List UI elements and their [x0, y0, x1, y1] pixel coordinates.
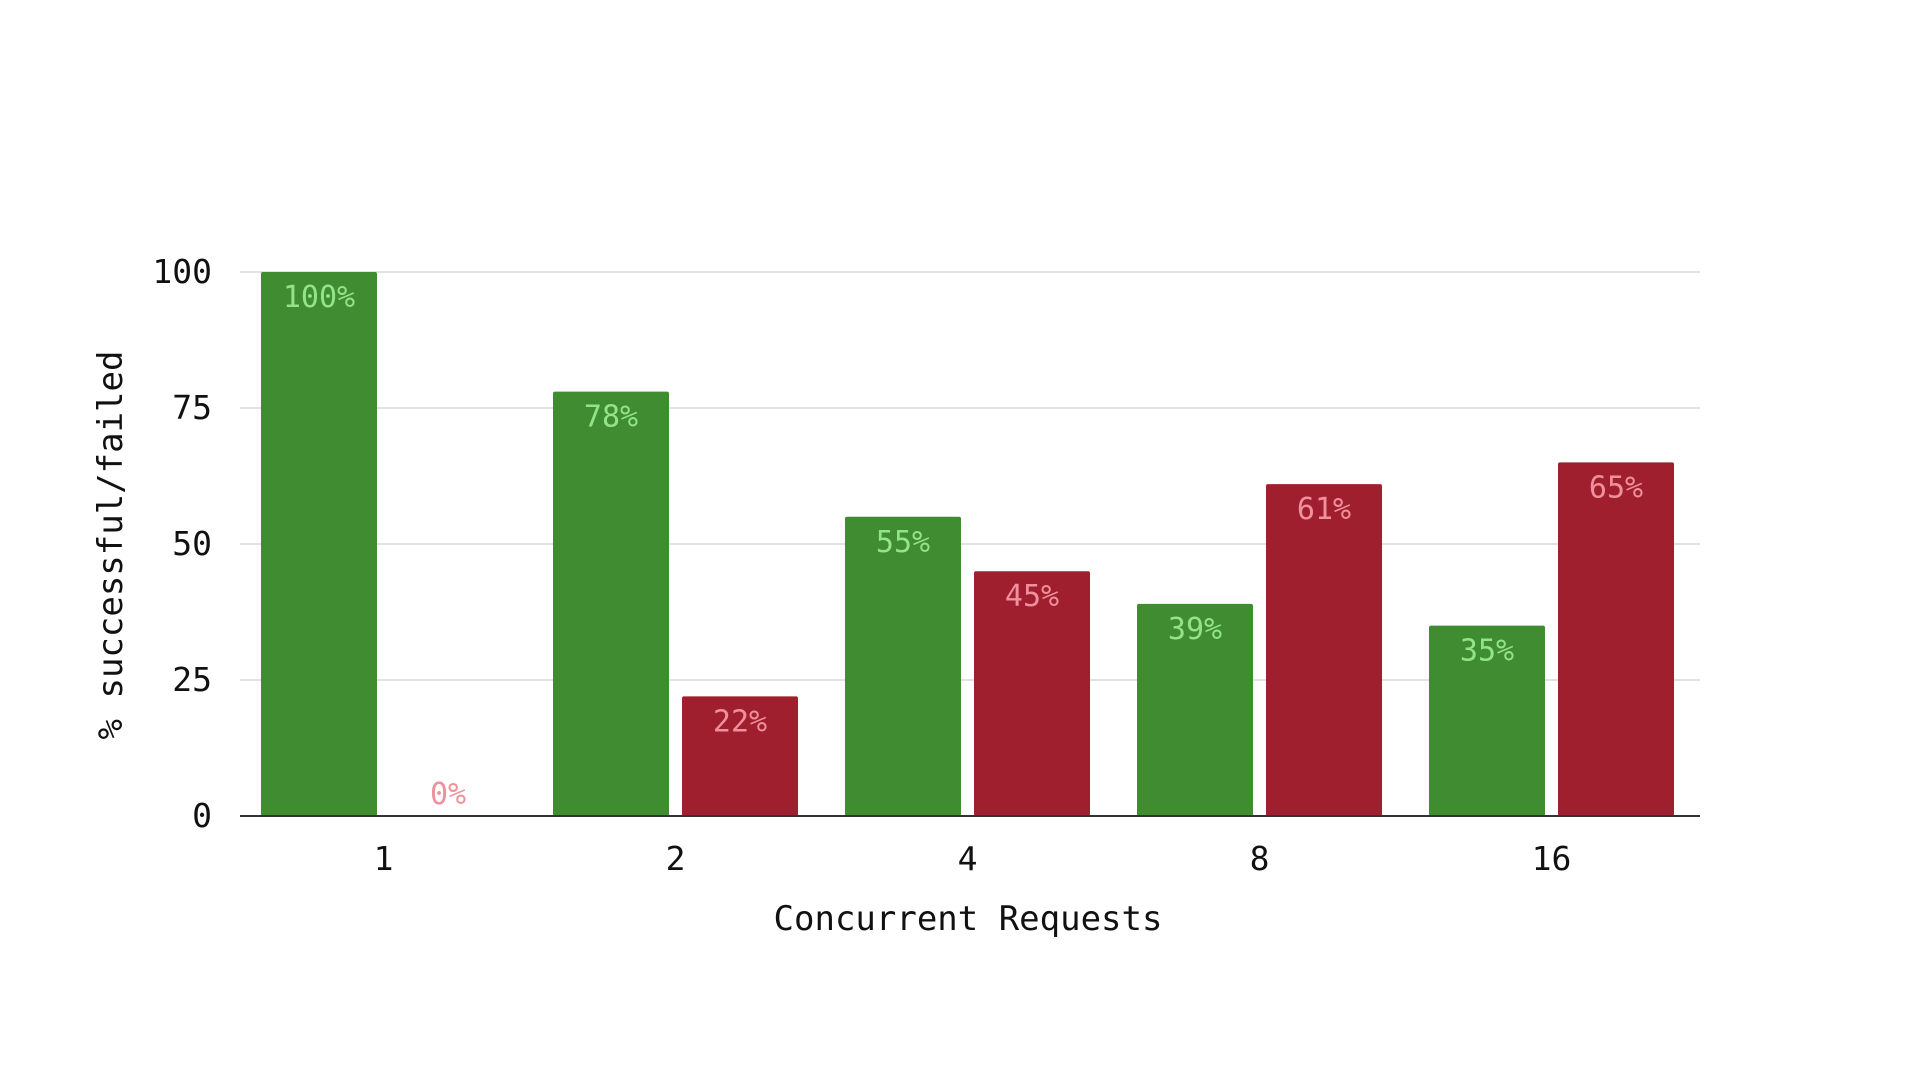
gridlines — [240, 271, 1700, 681]
bar — [845, 516, 961, 816]
x-tick-label: 4 — [958, 839, 978, 878]
data-labels: 100% 0% 78% 22% 55% 45% 39% 61% 35% 65% — [283, 280, 1643, 812]
data-label: 100% — [283, 280, 355, 315]
bar — [1429, 625, 1545, 816]
x-tick-label: 8 — [1250, 839, 1270, 878]
x-tick-label: 1 — [374, 839, 394, 878]
y-tick-label: 100 — [152, 252, 212, 291]
bar — [553, 391, 669, 816]
bars — [261, 272, 1674, 816]
data-label: 22% — [713, 704, 767, 739]
x-tick-label: 16 — [1532, 839, 1572, 878]
data-label: 35% — [1460, 634, 1514, 669]
y-axis-ticks: 0 25 50 75 100 — [152, 252, 212, 835]
bar — [1558, 462, 1674, 816]
bar — [682, 696, 798, 816]
data-label: 0% — [430, 777, 466, 812]
bar — [261, 272, 377, 816]
data-label: 39% — [1168, 612, 1222, 647]
y-tick-label: 75 — [172, 388, 212, 427]
y-axis-title: % successful/failed — [91, 351, 131, 740]
bar — [1266, 484, 1382, 816]
y-tick-label: 50 — [172, 524, 212, 563]
data-label: 55% — [876, 525, 930, 560]
data-label: 78% — [584, 400, 638, 435]
y-tick-label: 25 — [172, 660, 212, 699]
data-label: 65% — [1589, 470, 1643, 505]
x-axis-ticks: 1 2 4 8 16 — [374, 839, 1572, 878]
x-axis-title: Concurrent Requests — [774, 899, 1163, 939]
data-label: 61% — [1297, 492, 1351, 527]
data-label: 45% — [1005, 579, 1059, 614]
x-tick-label: 2 — [666, 839, 686, 878]
y-tick-label: 0 — [192, 796, 212, 835]
bar — [1137, 603, 1253, 816]
bar — [974, 571, 1090, 816]
